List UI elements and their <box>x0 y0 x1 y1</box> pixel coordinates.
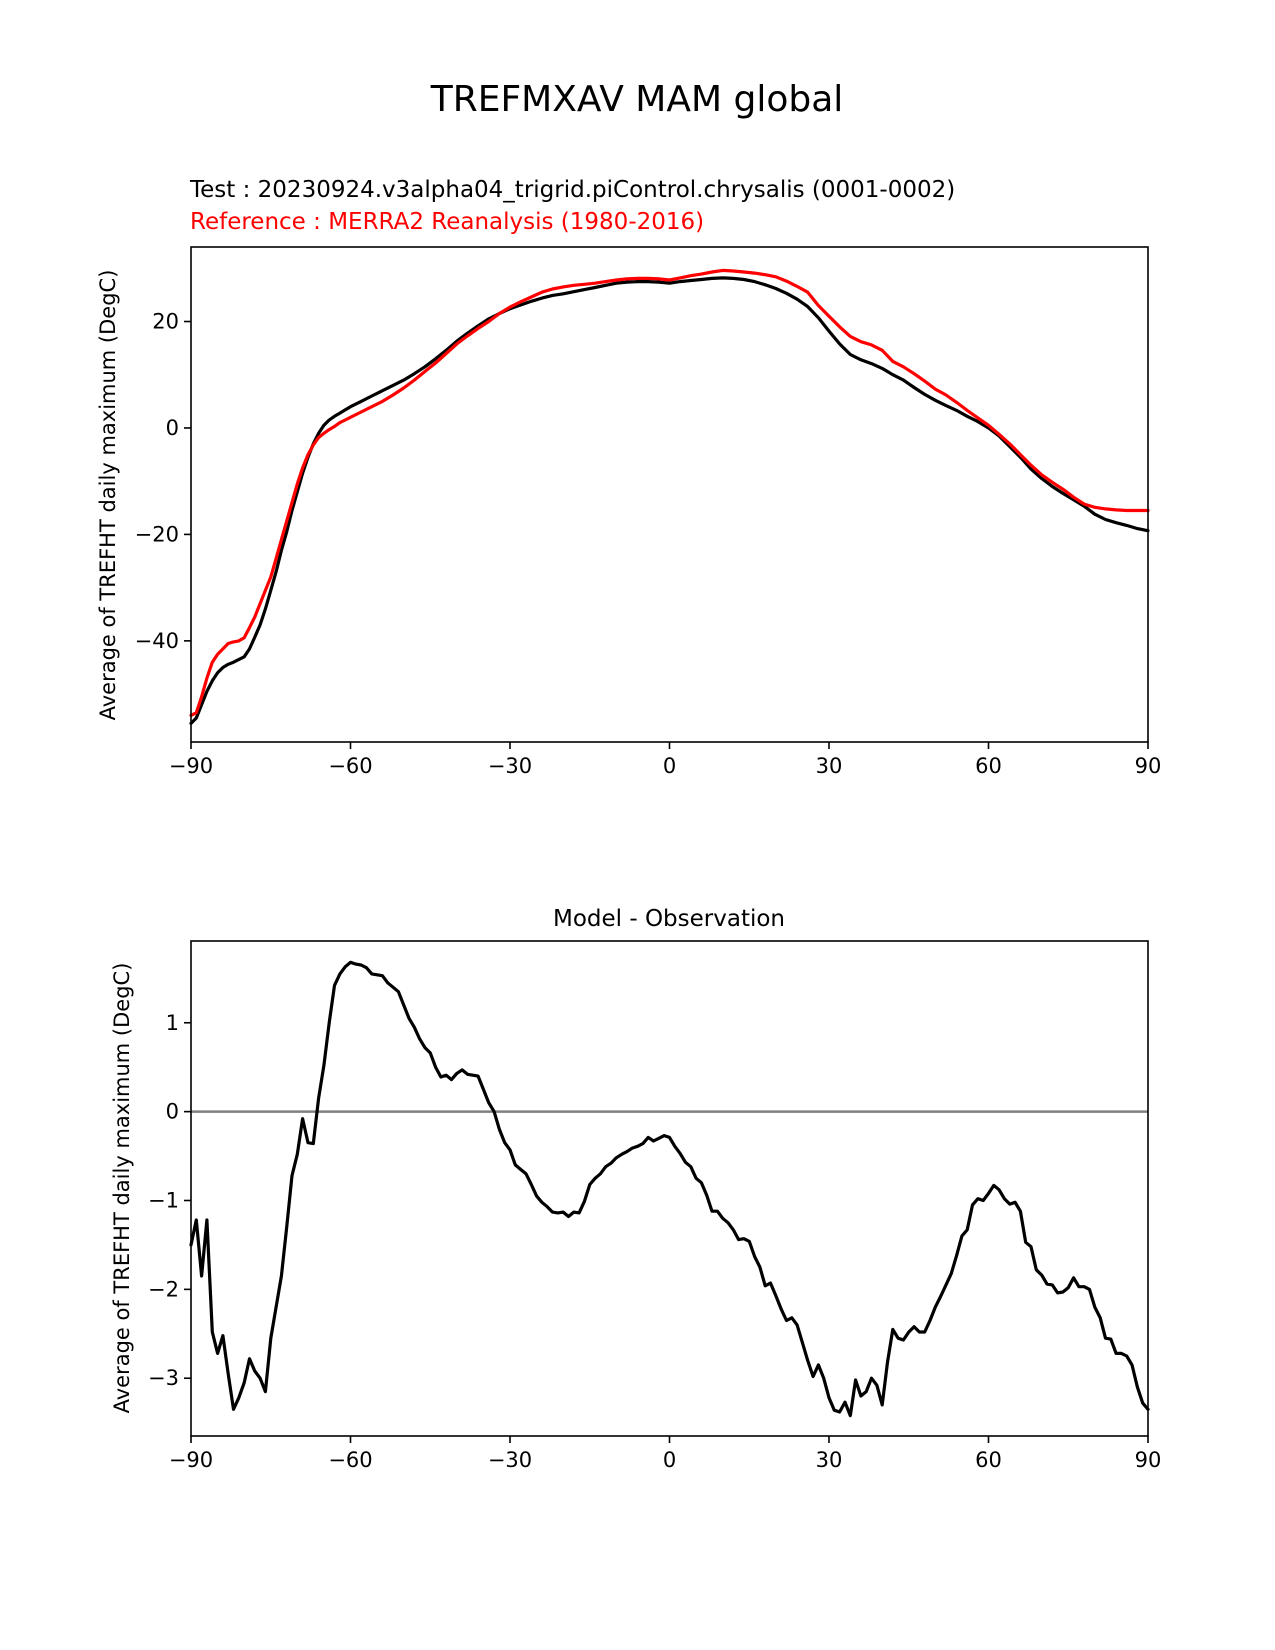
bottom-y-tick-label: −2 <box>148 1277 179 1301</box>
bottom-x-tick-label: 60 <box>975 1448 1002 1472</box>
top-x-tick-label: −60 <box>328 754 372 778</box>
bottom-y-axis-label: Average of TREFHT daily maximum (DegC) <box>110 963 134 1414</box>
reference-title: Reference : MERRA2 Reanalysis (1980-2016… <box>190 209 704 235</box>
top-y-axis-label: Average of TREFHT daily maximum (DegC) <box>96 270 120 721</box>
top-y-tick-label: 0 <box>166 416 179 440</box>
top-series-line-1 <box>189 268 1150 717</box>
top-panel: Test : 20230924.v3alpha04_trigrid.piCont… <box>96 177 1161 778</box>
bottom-x-tick-label: −60 <box>328 1448 372 1472</box>
top-x-tick-label: 0 <box>663 754 676 778</box>
top-x-tick-label: 60 <box>975 754 1002 778</box>
bottom-series-line-0 <box>189 960 1150 1418</box>
bottom-panel: Model - Observation Average of TREFHT da… <box>110 906 1161 1472</box>
bottom-y-tick-label: 1 <box>166 1011 179 1035</box>
bottom-x-tick-label: 90 <box>1135 1448 1162 1472</box>
test-title: Test : 20230924.v3alpha04_trigrid.piCont… <box>189 177 955 203</box>
bottom-y-tick-label: −1 <box>148 1188 179 1212</box>
bottom-x-tick-label: 0 <box>663 1448 676 1472</box>
top-x-tick-label: −90 <box>169 754 213 778</box>
top-x-tick-label: 30 <box>816 754 843 778</box>
top-series-line-0 <box>189 276 1150 725</box>
bottom-plot-frame <box>190 940 1149 1437</box>
top-plot-frame <box>190 246 1149 743</box>
bottom-y-tick-label: −3 <box>148 1366 179 1390</box>
top-x-tick-label: 90 <box>1135 754 1162 778</box>
top-x-tick-label: −30 <box>488 754 532 778</box>
bottom-x-tick-label: −30 <box>488 1448 532 1472</box>
top-y-tick-label: −20 <box>135 522 179 546</box>
bottom-x-tick-label: 30 <box>816 1448 843 1472</box>
bottom-y-tick-label: 0 <box>166 1100 179 1124</box>
figure-suptitle: TREFMXAV MAM global <box>430 79 844 120</box>
top-y-tick-label: −40 <box>135 629 179 653</box>
difference-title: Model - Observation <box>553 906 785 932</box>
bottom-x-tick-label: −90 <box>169 1448 213 1472</box>
top-y-tick-label: 20 <box>152 310 179 334</box>
